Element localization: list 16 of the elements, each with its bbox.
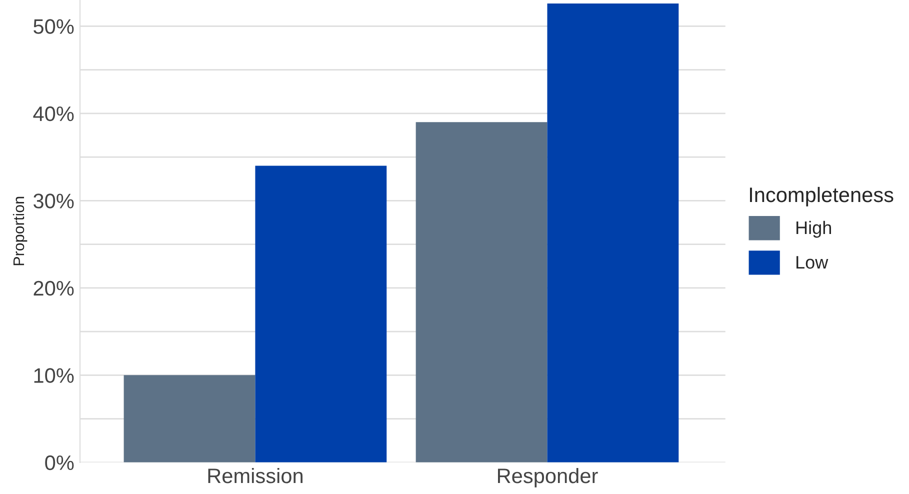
y-tick-label: 30%	[34, 194, 74, 208]
y-tick-label: 40%	[33, 106, 74, 122]
y-axis-title: Proportion	[12, 196, 28, 266]
y-tick-label: 50%	[34, 19, 74, 34]
y-tick-label: 10%	[34, 368, 74, 383]
y-tick-label: 20%	[34, 280, 74, 296]
legend-label: High	[796, 220, 831, 238]
bar	[547, 3, 679, 462]
bar	[416, 122, 548, 462]
legend-title: Incompleteness	[750, 186, 894, 206]
bar	[124, 375, 256, 462]
x-tick-label: Responder	[498, 468, 598, 488]
y-tick-label: 0%	[45, 455, 74, 470]
bar	[255, 166, 387, 462]
legend-label: Low	[796, 256, 828, 269]
x-tick-label: Remission	[208, 468, 302, 484]
